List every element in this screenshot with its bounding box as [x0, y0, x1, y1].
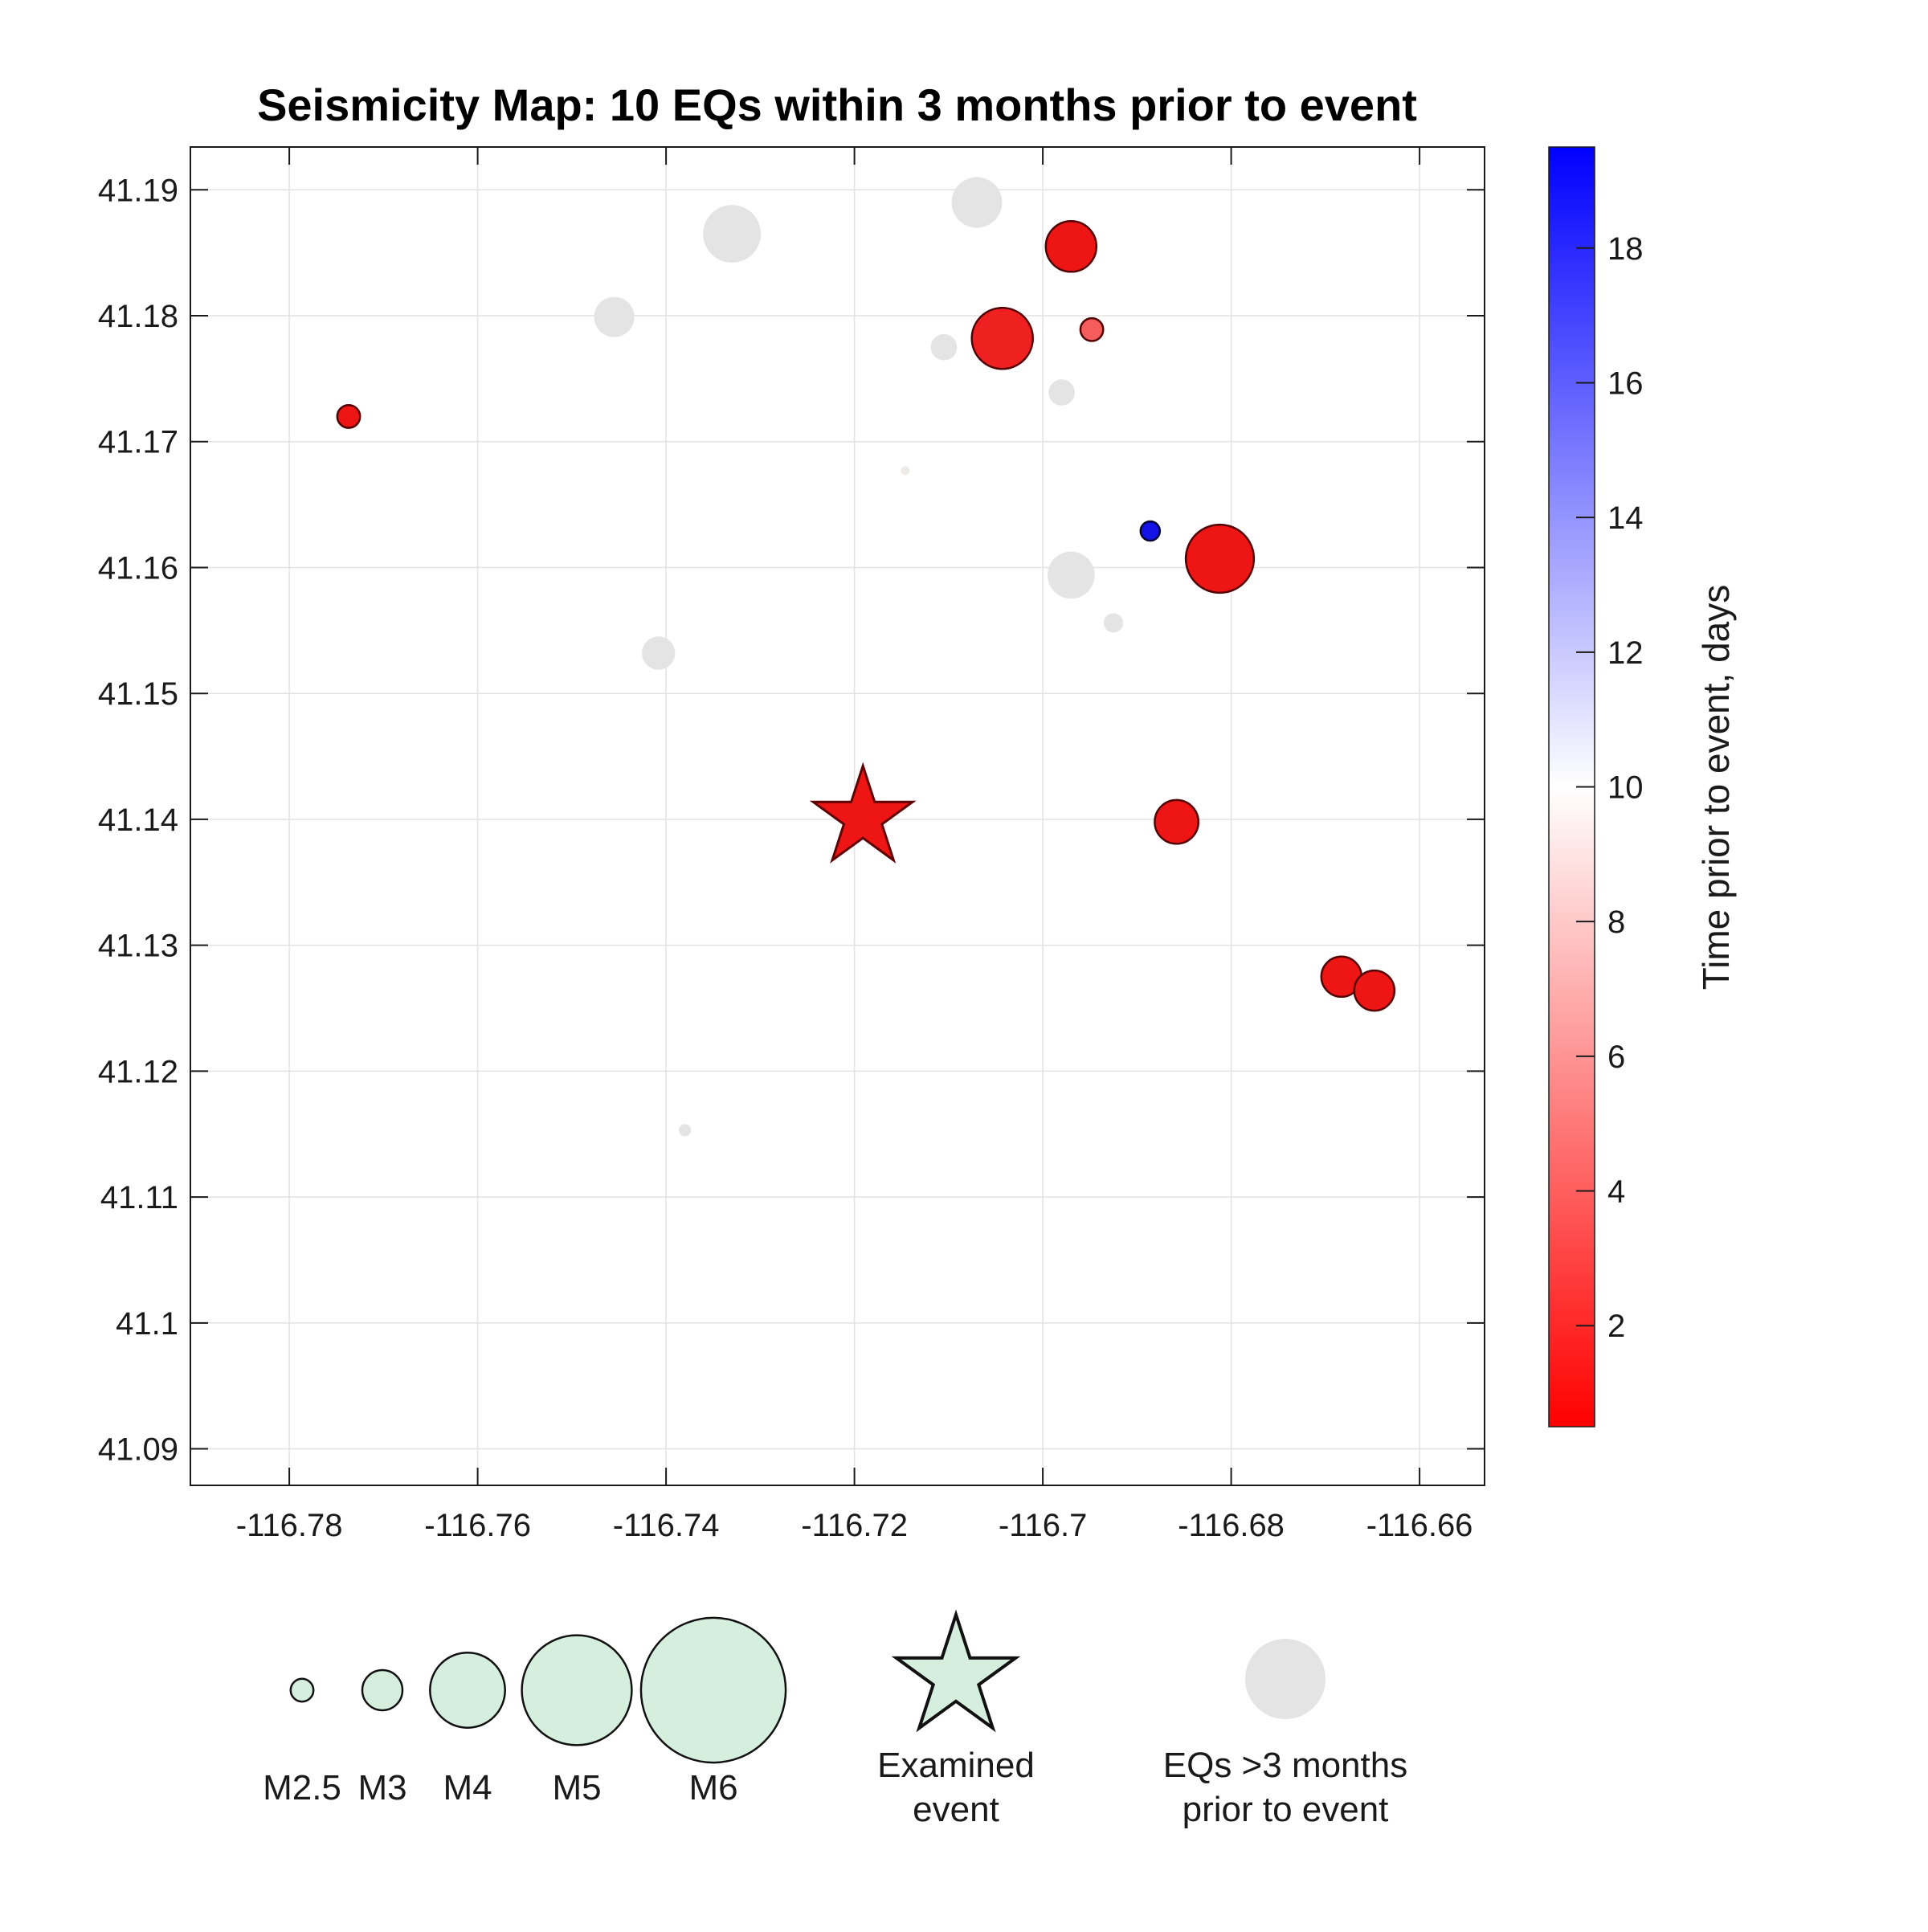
size-legend-circle: [429, 1652, 506, 1729]
eq-recent-marker: [1154, 799, 1200, 845]
eq-prior-marker: [703, 205, 762, 263]
y-tick-label: 41.13: [98, 929, 178, 964]
colorbar-tick-label: 12: [1607, 635, 1644, 671]
x-tick-label: -116.74: [613, 1508, 720, 1543]
colorbar-tick-label: 10: [1607, 770, 1644, 806]
colorbar-tick-label: 2: [1607, 1309, 1625, 1344]
size-legend-circle: [521, 1634, 633, 1746]
prior-eqs-legend-circle: [1245, 1639, 1326, 1719]
colorbar-label: Time prior to event, days: [1695, 585, 1737, 991]
x-tick-label: -116.66: [1366, 1508, 1473, 1543]
x-tick-label: -116.7: [999, 1508, 1087, 1543]
colorbar-tick-label: 6: [1607, 1040, 1625, 1075]
y-tick-label: 41.17: [98, 425, 178, 460]
colorbar-tick-label: 4: [1607, 1174, 1625, 1210]
colorbar-tick-label: 18: [1607, 231, 1644, 267]
size-legend-circle: [289, 1677, 315, 1703]
page-title: Seismicity Map: 10 EQs within 3 months p…: [257, 80, 1417, 130]
size-legend-label: M6: [688, 1768, 737, 1807]
x-tick-label: -116.76: [424, 1508, 531, 1543]
eq-prior-marker: [1104, 613, 1123, 633]
y-tick-label: 41.16: [98, 550, 178, 586]
colorbar: 2 4 6 8 10 12 14 16 18: [1548, 146, 1644, 1428]
plot-area-border: [190, 146, 1485, 1486]
axis-tick-marks: [190, 147, 1485, 1485]
eq-prior-marker: [951, 177, 1003, 228]
eq-recent-marker: [1139, 520, 1162, 542]
eq-recent-marker: [1184, 523, 1256, 594]
eq-prior-marker: [930, 333, 958, 361]
examined-event-marker: [809, 762, 917, 864]
y-tick-label: 41.1: [116, 1306, 178, 1342]
eq-recent-marker: [970, 306, 1034, 370]
prior-eqs-label-line2: prior to event: [1183, 1790, 1389, 1829]
axis-tick-labels: -116.78 -116.76 -116.74 -116.72 -116.7 -116.6…: [98, 173, 1473, 1543]
marker-legend: Examined event EQs >3 months prior to ev…: [877, 1609, 1407, 1829]
size-legend-circle: [361, 1669, 404, 1712]
y-tick-label: 41.19: [98, 173, 178, 208]
examined-event-label-line2: event: [913, 1790, 999, 1829]
eq-prior-marker: [1048, 551, 1095, 599]
y-tick-label: 41.09: [98, 1432, 178, 1468]
colorbar-tick-label: 14: [1607, 500, 1644, 536]
y-tick-label: 41.18: [98, 299, 178, 334]
eq-prior-marker: [679, 1124, 692, 1137]
y-tick-label: 41.12: [98, 1054, 178, 1089]
eq-recent-marker: [901, 466, 910, 476]
magnitude-size-legend: M2.5 M3 M4 M5 M6: [263, 1616, 787, 1807]
eq-recent-marker: [1353, 969, 1396, 1012]
size-legend-label: M2.5: [263, 1768, 341, 1807]
eq-recent-marker: [336, 403, 362, 429]
colorbar-tick-label: 16: [1607, 366, 1644, 401]
size-legend-circle: [639, 1616, 787, 1764]
colorbar-tick-label: 8: [1607, 905, 1625, 940]
examined-event-label-line1: Examined: [877, 1746, 1035, 1785]
earthquake-markers: [336, 177, 1396, 1137]
y-tick-label: 41.14: [98, 803, 178, 838]
y-tick-label: 41.15: [98, 676, 178, 712]
eq-prior-marker: [594, 296, 635, 337]
size-legend-label: M3: [357, 1768, 406, 1807]
eq-prior-marker: [1048, 379, 1075, 406]
eq-recent-marker: [1044, 220, 1098, 273]
examined-event-legend-star: [891, 1609, 1021, 1733]
prior-eqs-label-line1: EQs >3 months: [1163, 1746, 1407, 1785]
x-tick-label: -116.68: [1178, 1508, 1285, 1543]
examined-event-star: [809, 762, 917, 864]
size-legend-label: M5: [552, 1768, 601, 1807]
x-tick-label: -116.72: [801, 1508, 908, 1543]
eq-recent-marker: [1079, 317, 1105, 342]
size-legend-label: M4: [443, 1768, 492, 1807]
y-tick-label: 41.11: [100, 1180, 178, 1215]
x-tick-label: -116.78: [236, 1508, 343, 1543]
eq-prior-marker: [642, 636, 676, 670]
